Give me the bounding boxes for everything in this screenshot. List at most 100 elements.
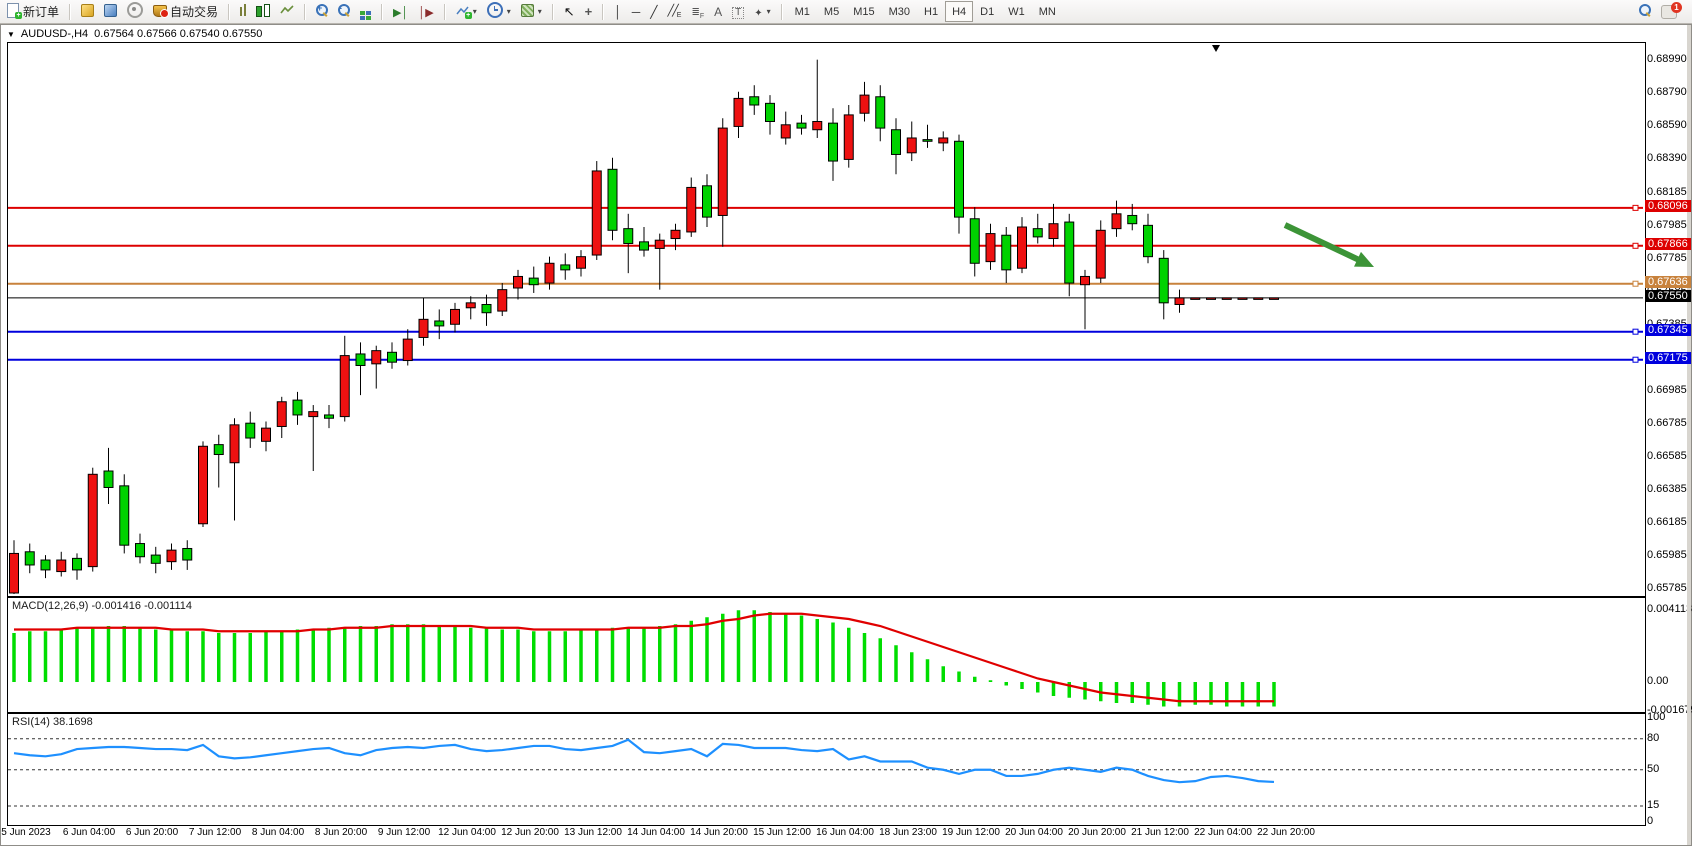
level-price-badge: 0.67175 [1645, 351, 1691, 364]
level-price-badge: 0.68096 [1645, 199, 1691, 212]
time-axis[interactable]: 5 Jun 2023 6 Jun 04:00 6 Jun 20:00 7 Jun 12… [1, 824, 1644, 842]
search-icon [1639, 4, 1651, 19]
macd-tick: 0.004113 [1647, 603, 1692, 616]
price-tick: 0.68185 [1647, 186, 1687, 199]
price-tick: 0.66385 [1647, 482, 1687, 495]
price-axis[interactable]: 0.68990 0.68790 0.68590 0.68390 0.68185 0.679… [1645, 42, 1691, 595]
time-tick-label: 16 Jun 04:00 [816, 827, 874, 838]
time-tick-label: 20 Jun 20:00 [1068, 827, 1126, 838]
price-tick: 0.66985 [1647, 384, 1687, 397]
zoom-in-button[interactable]: + [311, 0, 333, 23]
periods-button[interactable]: ▾ [482, 0, 516, 23]
time-tick-label: 19 Jun 12:00 [942, 827, 1000, 838]
timeframe-m30-button[interactable]: M30 [888, 5, 911, 18]
vline-icon: │ [614, 4, 622, 19]
rsi-axis[interactable]: 100 80 50 15 0 [1647, 711, 1691, 827]
rsi-chart[interactable] [8, 714, 1643, 823]
chevron-down-icon: ▾ [766, 7, 771, 16]
notifications-button[interactable]: 1 [1656, 0, 1682, 23]
time-tick-label: 20 Jun 04:00 [1005, 827, 1063, 838]
down-arrow-annotation [1354, 251, 1374, 267]
crosshair-icon: + [584, 3, 593, 19]
autotrading-button[interactable]: 自动交易 [148, 0, 223, 23]
price-tick: 0.66585 [1647, 449, 1687, 462]
price-tick: 0.68390 [1647, 152, 1687, 165]
main-toolbar: + 新订单 自动交易 + - ▶│ │▶ + ▾ ▾ ▾ ↖ + │ ─ ╱ ╱╱E ≣F A T ✦ ▾ M1 M5 M15 M… [0, 0, 1692, 24]
candles-icon [256, 3, 271, 20]
linechart-icon [280, 4, 294, 19]
templates-button[interactable]: ▾ [516, 0, 547, 23]
price-tick: 0.68590 [1647, 119, 1687, 132]
signals-button[interactable] [122, 0, 148, 23]
zoom-in-icon: + [316, 3, 329, 19]
trendline-icon: ╱ [650, 4, 658, 19]
candlestick-chart[interactable] [8, 43, 1643, 594]
horizontal-line-button[interactable]: ─ [627, 0, 646, 23]
candle-chart-button[interactable] [251, 0, 275, 23]
time-tick-label: 12 Jun 20:00 [501, 827, 559, 838]
pot-stop-icon [153, 4, 170, 19]
text-button[interactable]: A [709, 0, 727, 23]
chevron-down-icon: ▾ [537, 7, 542, 16]
tile-windows-button[interactable] [355, 0, 376, 23]
channel-button[interactable]: ╱╱E [663, 0, 687, 23]
market-watch-button[interactable] [76, 0, 99, 23]
trendline-button[interactable]: ╱ [645, 0, 662, 23]
chat-bubble-icon: 1 [1661, 1, 1682, 19]
navigator-button[interactable] [99, 0, 122, 23]
chart-title-bar: ▼ AUDUSD-,H4 0.67564 0.67566 0.67540 0.6… [7, 27, 262, 41]
time-tick-label: 22 Jun 04:00 [1194, 827, 1252, 838]
chevron-down-icon: ▾ [472, 7, 477, 16]
shapes-button[interactable]: ✦ ▾ [749, 0, 775, 23]
timeframe-h1-button[interactable]: H1 [924, 5, 939, 18]
window-edge-strip [1687, 25, 1691, 845]
toolbar-separator [381, 3, 384, 20]
indicators-button[interactable]: + ▾ [451, 0, 482, 23]
rsi-tick: 50 [1647, 762, 1660, 775]
crosshair-button[interactable]: + [580, 0, 598, 23]
search-button[interactable] [1634, 0, 1656, 23]
fibonacci-button[interactable]: ≣F [686, 0, 709, 23]
new-order-button-label: 新订单 [23, 5, 60, 19]
zoom-out-icon: - [338, 3, 351, 19]
price-tick: 0.68790 [1647, 86, 1687, 99]
chart-shift-button[interactable]: │▶ [413, 0, 438, 23]
level-price-badge: 0.67345 [1645, 323, 1691, 336]
toolbar-separator [304, 3, 307, 20]
timeframe-m1-button[interactable]: M1 [794, 5, 810, 18]
collapse-window-icon[interactable]: ▼ [7, 29, 15, 39]
timeframe-mn-button[interactable]: MN [1038, 5, 1056, 18]
macd-tick: -0.001679 [1647, 704, 1692, 717]
bar-chart-button[interactable] [235, 0, 251, 23]
chart-window: ▼ AUDUSD-,H4 0.67564 0.67566 0.67540 0.6… [0, 24, 1692, 846]
new-order-button[interactable]: + 新订单 [2, 0, 64, 23]
autotrading-button-label: 自动交易 [170, 5, 219, 19]
vertical-line-button[interactable]: │ [609, 0, 627, 23]
label-button[interactable]: T [727, 0, 749, 23]
rsi-tick: 0 [1647, 814, 1654, 827]
cursor-icon: ↖ [563, 3, 575, 19]
macd-axis[interactable]: 0.004113 0.00 -0.001679 [1647, 597, 1692, 716]
timeframe-d1-button[interactable]: D1 [980, 5, 995, 18]
auto-scroll-button[interactable]: ▶│ [388, 0, 413, 23]
price-tick: 0.65985 [1647, 548, 1687, 561]
time-tick-label: 6 Jun 20:00 [125, 827, 179, 838]
time-tick-label: 8 Jun 04:00 [251, 827, 305, 838]
cursor-button[interactable]: ↖ [559, 0, 580, 23]
macd-tick: 0.00 [1647, 675, 1669, 687]
bars-icon [240, 4, 247, 19]
zoom-out-button[interactable]: - [333, 0, 355, 23]
time-tick-label: 7 Jun 12:00 [188, 827, 242, 838]
line-chart-button[interactable] [275, 0, 299, 23]
timeframe-w1-button[interactable]: W1 [1008, 5, 1025, 18]
indicator-plus-icon: + [456, 4, 472, 20]
macd-panel[interactable]: MACD(12,26,9) -0.001416 -0.001114 [7, 597, 1646, 713]
macd-chart[interactable] [8, 598, 1643, 710]
timeframe-h4-button[interactable]: H4 [945, 1, 974, 22]
timeframe-m5-button[interactable]: M5 [823, 5, 840, 18]
rsi-panel[interactable]: RSI(14) 38.1698 [7, 713, 1646, 826]
template-icon [520, 3, 534, 20]
price-chart-panel[interactable] [7, 42, 1646, 597]
timeframe-m15-button[interactable]: M15 [853, 5, 875, 18]
textA-icon: A [714, 4, 723, 19]
